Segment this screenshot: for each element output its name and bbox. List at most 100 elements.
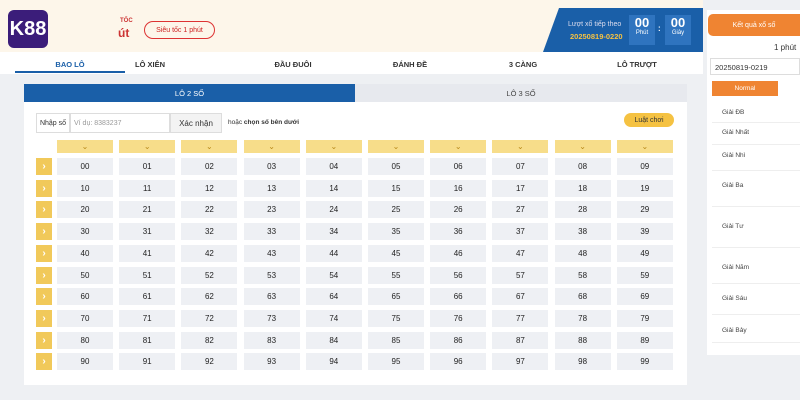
number-cell[interactable]: 53 (243, 266, 300, 284)
number-cell[interactable]: 32 (181, 223, 238, 241)
number-input[interactable]: Ví dụ: 8383237 (70, 113, 170, 133)
column-select[interactable]: ⌄ (368, 140, 424, 153)
row-select[interactable]: › (36, 158, 52, 175)
number-cell[interactable]: 07 (492, 158, 549, 175)
number-cell[interactable]: 82 (181, 331, 238, 349)
rules-button[interactable]: Luật chơi (624, 113, 674, 127)
number-cell[interactable]: 10 (57, 179, 113, 197)
number-cell[interactable]: 29 (616, 201, 673, 219)
results-button[interactable]: Kết quả xổ số (708, 14, 800, 36)
column-select[interactable]: ⌄ (181, 140, 238, 153)
row-select[interactable]: › (36, 331, 52, 349)
number-cell[interactable]: 24 (305, 201, 362, 219)
subtab[interactable]: LÔ 3 SỐ (506, 88, 536, 98)
column-select[interactable]: ⌄ (305, 140, 362, 153)
game-select[interactable]: Siêu tốc 1 phút (144, 21, 215, 39)
number-cell[interactable]: 06 (430, 158, 487, 175)
number-cell[interactable]: 25 (368, 201, 424, 219)
number-cell[interactable]: 28 (554, 201, 611, 219)
number-cell[interactable]: 19 (616, 179, 673, 197)
number-cell[interactable]: 59 (616, 266, 673, 284)
number-cell[interactable]: 58 (554, 266, 611, 284)
number-cell[interactable]: 80 (57, 331, 113, 349)
number-cell[interactable]: 66 (430, 288, 487, 306)
number-cell[interactable]: 01 (119, 158, 176, 175)
number-cell[interactable]: 41 (119, 244, 176, 262)
number-cell[interactable]: 33 (243, 223, 300, 241)
number-cell[interactable]: 56 (430, 266, 487, 284)
number-cell[interactable]: 54 (305, 266, 362, 284)
row-select[interactable]: › (36, 244, 52, 262)
number-cell[interactable]: 35 (368, 223, 424, 241)
column-select[interactable]: ⌄ (492, 140, 549, 153)
number-cell[interactable]: 11 (119, 179, 176, 197)
number-cell[interactable]: 87 (492, 331, 549, 349)
number-cell[interactable]: 17 (492, 179, 549, 197)
number-cell[interactable]: 73 (243, 309, 300, 327)
tab[interactable]: 3 CÀNG (508, 59, 538, 69)
number-cell[interactable]: 65 (368, 288, 424, 306)
number-cell[interactable]: 36 (430, 223, 487, 241)
number-cell[interactable]: 90 (57, 353, 113, 371)
row-select[interactable]: › (36, 223, 52, 241)
column-select[interactable]: ⌄ (616, 140, 673, 153)
number-cell[interactable]: 63 (243, 288, 300, 306)
number-cell[interactable]: 51 (119, 266, 176, 284)
number-cell[interactable]: 43 (243, 244, 300, 262)
number-cell[interactable]: 42 (181, 244, 238, 262)
number-cell[interactable]: 27 (492, 201, 549, 219)
number-cell[interactable]: 16 (430, 179, 487, 197)
number-cell[interactable]: 61 (119, 288, 176, 306)
number-cell[interactable]: 03 (243, 158, 300, 175)
tab[interactable]: ĐÁNH ĐỀ (392, 59, 428, 69)
number-cell[interactable]: 04 (305, 158, 362, 175)
number-cell[interactable]: 20 (57, 201, 113, 219)
number-cell[interactable]: 02 (181, 158, 238, 175)
number-cell[interactable]: 68 (554, 288, 611, 306)
row-select[interactable]: › (36, 309, 52, 327)
number-cell[interactable]: 52 (181, 266, 238, 284)
number-cell[interactable]: 13 (243, 179, 300, 197)
number-cell[interactable]: 37 (492, 223, 549, 241)
number-cell[interactable]: 22 (181, 201, 238, 219)
number-cell[interactable]: 89 (616, 331, 673, 349)
number-cell[interactable]: 21 (119, 201, 176, 219)
number-cell[interactable]: 74 (305, 309, 362, 327)
number-cell[interactable]: 57 (492, 266, 549, 284)
number-cell[interactable]: 09 (616, 158, 673, 175)
number-cell[interactable]: 97 (492, 353, 549, 371)
number-cell[interactable]: 14 (305, 179, 362, 197)
number-cell[interactable]: 45 (368, 244, 424, 262)
row-select[interactable]: › (36, 288, 52, 306)
number-cell[interactable]: 71 (119, 309, 176, 327)
column-select[interactable]: ⌄ (430, 140, 487, 153)
confirm-button[interactable]: Xác nhận (170, 113, 222, 133)
number-cell[interactable]: 64 (305, 288, 362, 306)
number-cell[interactable]: 81 (119, 331, 176, 349)
number-cell[interactable]: 94 (305, 353, 362, 371)
row-select[interactable]: › (36, 353, 52, 371)
number-cell[interactable]: 77 (492, 309, 549, 327)
number-cell[interactable]: 83 (243, 331, 300, 349)
number-cell[interactable]: 96 (430, 353, 487, 371)
number-cell[interactable]: 78 (554, 309, 611, 327)
number-cell[interactable]: 84 (305, 331, 362, 349)
number-cell[interactable]: 98 (554, 353, 611, 371)
number-cell[interactable]: 67 (492, 288, 549, 306)
number-cell[interactable]: 75 (368, 309, 424, 327)
number-cell[interactable]: 79 (616, 309, 673, 327)
number-cell[interactable]: 62 (181, 288, 238, 306)
row-select[interactable]: › (36, 179, 52, 197)
number-cell[interactable]: 34 (305, 223, 362, 241)
number-cell[interactable]: 12 (181, 179, 238, 197)
number-cell[interactable]: 15 (368, 179, 424, 197)
number-cell[interactable]: 30 (57, 223, 113, 241)
number-cell[interactable]: 38 (554, 223, 611, 241)
number-cell[interactable]: 85 (368, 331, 424, 349)
number-cell[interactable]: 39 (616, 223, 673, 241)
number-cell[interactable]: 91 (119, 353, 176, 371)
number-cell[interactable]: 60 (57, 288, 113, 306)
draw-id[interactable]: 20250819-0219 (710, 58, 800, 75)
number-cell[interactable]: 88 (554, 331, 611, 349)
number-cell[interactable]: 72 (181, 309, 238, 327)
